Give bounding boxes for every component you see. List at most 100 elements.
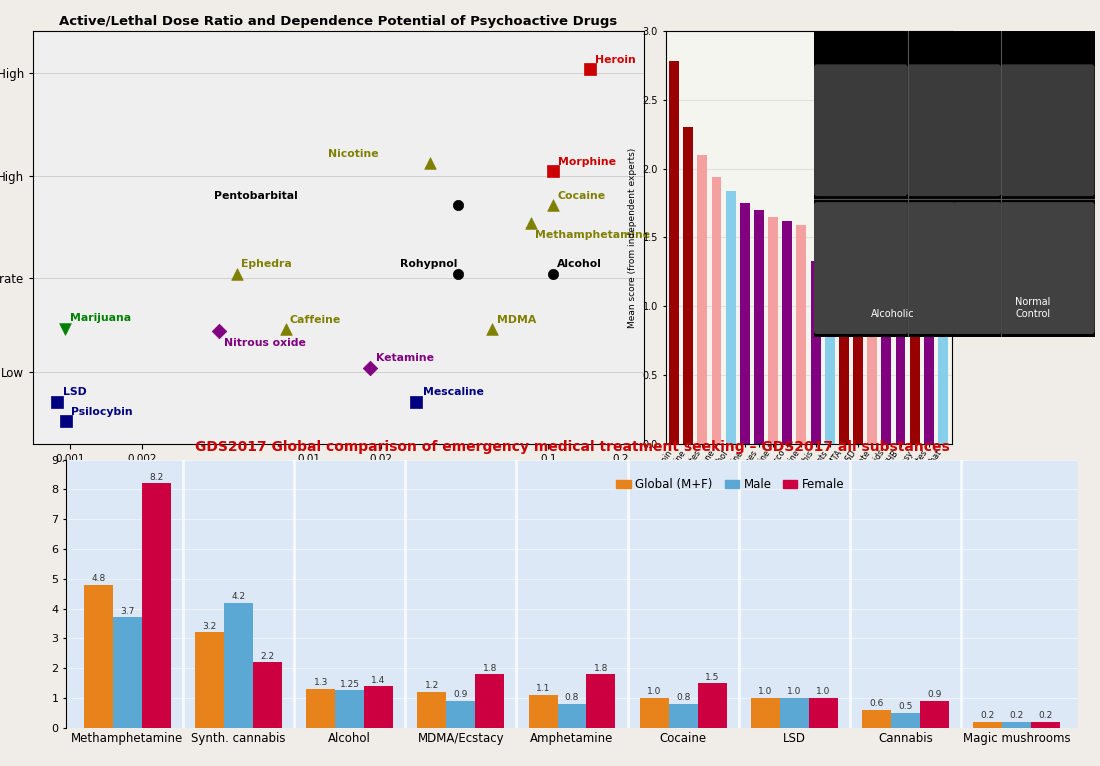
Text: 1.0: 1.0 (758, 687, 772, 696)
Legend: Global (M+F), Male, Female: Global (M+F), Male, Female (612, 473, 849, 496)
Bar (839, 270, 849, 444)
Text: Psilocybin: Psilocybin (72, 408, 133, 417)
Title: GDS2017 Global comparison of emergency medical treatment seeking – GDS2017 all s: GDS2017 Global comparison of emergency m… (195, 440, 949, 454)
Point (210, 325, 228, 337)
Bar (1032, 722, 1060, 728)
Text: 1.2: 1.2 (425, 682, 439, 690)
Bar (811, 261, 821, 444)
Text: Caffeine: Caffeine (289, 315, 341, 325)
Text: 1.4: 1.4 (372, 676, 386, 685)
Text: 0.6: 0.6 (869, 699, 884, 709)
Point (544, 267, 562, 280)
FancyBboxPatch shape (1001, 202, 1094, 334)
Text: MDMA: MDMA (497, 315, 536, 325)
Point (407, 395, 425, 408)
Text: Marijuana: Marijuana (70, 313, 131, 322)
Text: 1.8: 1.8 (594, 663, 608, 673)
Text: 1.0: 1.0 (816, 687, 831, 696)
Text: Alcohol: Alcohol (558, 260, 602, 270)
Point (57, 414, 75, 427)
Text: Alcoholic: Alcoholic (871, 309, 914, 319)
Bar (974, 722, 1002, 728)
Bar (920, 701, 949, 728)
Point (544, 165, 562, 178)
Text: 1.0: 1.0 (647, 687, 661, 696)
Bar (142, 483, 170, 728)
Point (48, 395, 66, 408)
Bar (891, 713, 920, 728)
Bar (768, 217, 778, 444)
Text: Pentobarbital: Pentobarbital (214, 192, 298, 201)
Bar (669, 61, 679, 444)
Bar (253, 662, 282, 728)
Text: 0.8: 0.8 (564, 693, 580, 702)
Text: 0.9: 0.9 (927, 690, 942, 699)
Point (582, 63, 600, 75)
Text: Heroin: Heroin (594, 54, 636, 65)
Text: 0.2: 0.2 (981, 712, 996, 720)
Bar (751, 698, 780, 728)
Bar (586, 674, 615, 728)
Text: 4.8: 4.8 (91, 574, 106, 583)
Legend: Narcotics, Depressants, Stimulants, Anesthetics, Hallucinogens, Cannabis: Narcotics, Depressants, Stimulants, Anes… (73, 485, 604, 503)
X-axis label: Active Dose / Lethal Dose: Active Dose / Lethal Dose (263, 470, 414, 483)
Text: 3.7: 3.7 (120, 607, 134, 616)
Bar (938, 334, 948, 444)
Bar (854, 276, 864, 444)
Title: Active/Lethal Dose Ratio and Dependence Potential of Psychoactive Drugs: Active/Lethal Dose Ratio and Dependence … (59, 15, 617, 28)
Bar (475, 674, 504, 728)
Point (229, 267, 246, 280)
Point (483, 323, 500, 336)
Bar (825, 269, 835, 444)
Bar (881, 287, 891, 444)
Text: 2.2: 2.2 (261, 652, 274, 660)
Bar (697, 683, 727, 728)
Point (544, 199, 562, 211)
Text: 1.0: 1.0 (788, 687, 802, 696)
Point (56, 323, 74, 336)
Point (421, 157, 439, 169)
Bar (782, 221, 792, 444)
Text: 1.1: 1.1 (536, 685, 550, 693)
Y-axis label: Mean score (from independent experts): Mean score (from independent experts) (628, 147, 637, 328)
Bar (740, 203, 750, 444)
Text: Ketamine: Ketamine (376, 353, 433, 363)
Text: Normal
Control: Normal Control (1015, 297, 1050, 319)
Bar (529, 695, 558, 728)
Text: 0.9: 0.9 (453, 690, 468, 699)
Text: 8.2: 8.2 (148, 473, 163, 482)
Text: Nitrous oxide: Nitrous oxide (224, 339, 306, 349)
FancyBboxPatch shape (814, 202, 908, 334)
Text: Rohypnol: Rohypnol (400, 260, 458, 270)
Bar (867, 282, 877, 444)
Bar (364, 686, 393, 728)
Bar (640, 698, 669, 728)
Point (450, 199, 468, 211)
Bar (84, 584, 112, 728)
Bar (306, 689, 336, 728)
Bar (417, 692, 447, 728)
Bar (195, 633, 224, 728)
Text: Mescaline: Mescaline (424, 388, 484, 398)
FancyBboxPatch shape (814, 64, 908, 196)
Text: 1.3: 1.3 (314, 679, 328, 688)
Text: 0.8: 0.8 (676, 693, 691, 702)
Bar (224, 603, 253, 728)
Bar (754, 210, 763, 444)
Bar (697, 155, 707, 444)
Bar (112, 617, 142, 728)
Text: 3.2: 3.2 (202, 622, 217, 631)
Point (277, 323, 295, 336)
FancyBboxPatch shape (1001, 64, 1094, 196)
Bar (726, 191, 736, 444)
Text: 0.2: 0.2 (1010, 712, 1024, 720)
Bar (808, 698, 838, 728)
Bar (895, 291, 905, 444)
Text: 1.25: 1.25 (340, 680, 360, 689)
Bar (558, 704, 586, 728)
Bar (796, 225, 806, 444)
FancyBboxPatch shape (955, 202, 1094, 334)
Text: 0.2: 0.2 (1038, 712, 1053, 720)
Bar (712, 177, 722, 444)
FancyBboxPatch shape (908, 202, 1001, 334)
